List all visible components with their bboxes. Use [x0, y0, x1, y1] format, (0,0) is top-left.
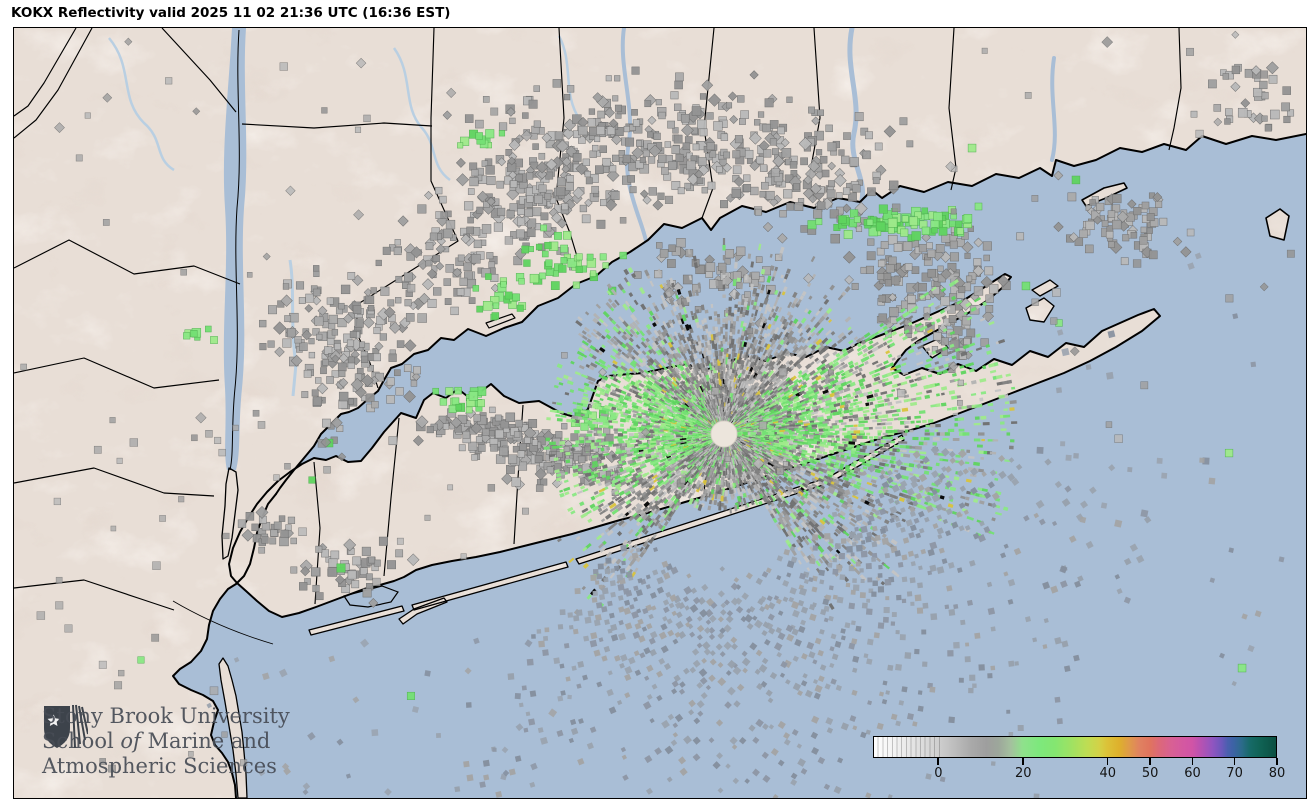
colorbar-tick [1022, 758, 1024, 765]
branding-text: Stony Brook University School of Marine … [42, 704, 290, 779]
branding-line3: Atmospheric Sciences [42, 754, 277, 778]
water-features [108, 28, 1057, 608]
colorbar-tick [1233, 758, 1236, 765]
colorbar-tick [1149, 758, 1151, 765]
university-shield-icon [44, 704, 88, 749]
coastline-layer [172, 133, 1306, 798]
colorbar-tick-label: 80 [1268, 766, 1286, 781]
branding-line2: School of Marine and [42, 729, 271, 753]
colorbar-tick-label: 50 [1141, 766, 1159, 781]
colorbar-tick-label: 0 [934, 766, 943, 781]
colorbar-tick [1191, 758, 1194, 765]
colorbar-step-segments [874, 737, 941, 757]
page-title: KOKX Reflectivity valid 2025 11 02 21:36… [11, 5, 451, 21]
radar-center-dot [710, 420, 738, 448]
branding-line1: Stony Brook University [42, 704, 290, 728]
colorbar-gradient [873, 736, 1277, 758]
colorbar-tick [1276, 758, 1278, 765]
map-svg [14, 28, 1306, 798]
colorbar-tick-label: 60 [1184, 766, 1201, 781]
branding-logo: Stony Brook University School of Marine … [42, 704, 290, 779]
colorbar-tick [1106, 758, 1109, 765]
radar-echo-layer [20, 30, 1295, 798]
colorbar-tick-label: 70 [1226, 766, 1243, 781]
colorbar-tick [937, 758, 939, 765]
colorbar-tick-label: 20 [1015, 766, 1032, 781]
colorbar-tick-label: 40 [1099, 766, 1116, 781]
reflectivity-colorbar: 0 20 40 50 60 70 80 [873, 736, 1285, 782]
map-canvas: Stony Brook University School of Marine … [13, 27, 1307, 799]
